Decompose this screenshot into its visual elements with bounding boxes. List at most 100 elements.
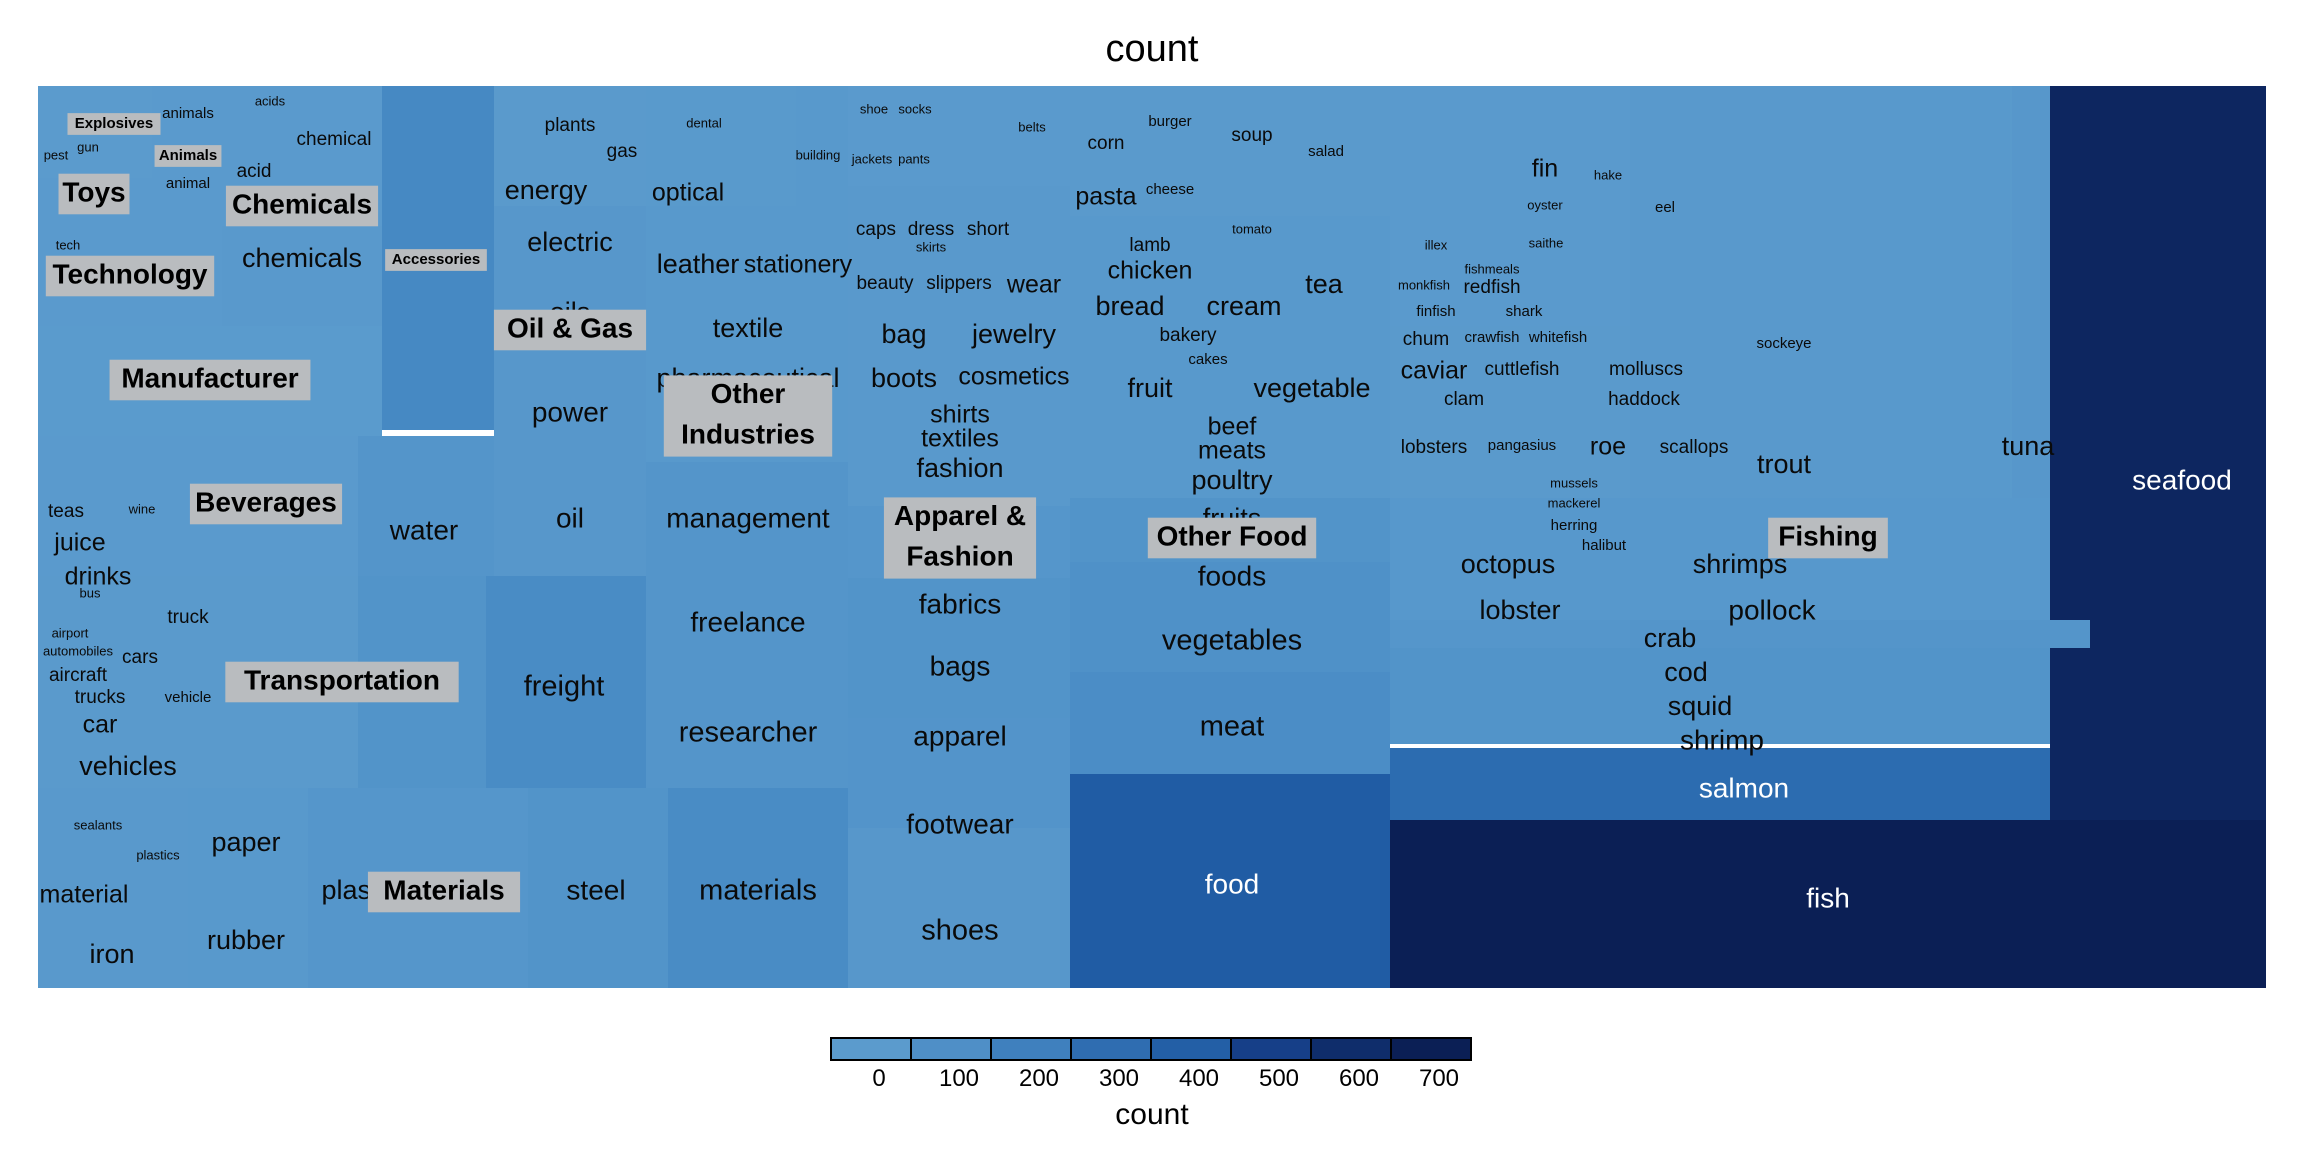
- tile-water-5: [358, 436, 494, 576]
- item-label-pangasius: pangasius: [1488, 437, 1556, 454]
- legend-tick-0: 0: [872, 1065, 885, 1092]
- legend-swatch-4: [1151, 1038, 1231, 1060]
- item-label-squid: squid: [1668, 691, 1733, 721]
- item-label-foods: foods: [1198, 560, 1267, 591]
- item-label-sockeye: sockeye: [1756, 335, 1811, 352]
- item-label-bag: bag: [881, 319, 926, 349]
- item-label-illex: illex: [1425, 237, 1448, 252]
- item-label-juice: juice: [53, 529, 105, 557]
- item-label-eel: eel: [1655, 199, 1675, 216]
- group-label-text-explosives: Explosives: [75, 115, 153, 132]
- item-label-caviar: caviar: [1401, 357, 1468, 385]
- legend-tick-600: 600: [1339, 1065, 1379, 1092]
- item-label-mussels: mussels: [1550, 475, 1598, 490]
- item-label-monkfish: monkfish: [1398, 277, 1450, 292]
- item-label-pest: pest: [44, 147, 69, 162]
- item-label-truck: truck: [167, 607, 209, 628]
- item-label-gas: gas: [607, 141, 638, 162]
- item-label-materials: materials: [699, 875, 817, 907]
- item-label-vegetable: vegetable: [1253, 373, 1370, 403]
- item-label-paper: paper: [211, 827, 280, 857]
- item-label-food: food: [1205, 868, 1260, 899]
- item-label-shoe: shoe: [860, 101, 888, 116]
- group-label-oil-gas: Oil & Gas: [494, 310, 646, 351]
- group-label-technology: Technology: [46, 256, 214, 297]
- legend-swatch-6: [1311, 1038, 1391, 1060]
- group-label-toys: Toys: [59, 174, 130, 215]
- item-label-acid: acid: [237, 161, 272, 182]
- legend-tick-500: 500: [1259, 1065, 1299, 1092]
- item-label-trout: trout: [1757, 449, 1812, 479]
- item-label-boots: boots: [871, 363, 937, 393]
- item-label-octopus: octopus: [1461, 549, 1556, 579]
- item-label-scallops: scallops: [1660, 437, 1729, 458]
- item-label-salmon: salmon: [1699, 772, 1789, 803]
- item-label-airport: airport: [52, 625, 89, 640]
- item-label-clam: clam: [1444, 389, 1484, 410]
- legend-swatch-2: [991, 1038, 1071, 1060]
- item-label-teas: teas: [48, 501, 84, 522]
- legend-tick-100: 100: [939, 1065, 979, 1092]
- item-label-wear: wear: [1006, 271, 1061, 299]
- group-label-text-accessories: Accessories: [392, 251, 480, 268]
- item-label-animals: animals: [162, 105, 214, 122]
- item-label-researcher: researcher: [679, 717, 818, 749]
- item-label-burger: burger: [1148, 113, 1191, 130]
- chart-title: count: [0, 28, 2304, 71]
- item-label-cod: cod: [1664, 657, 1708, 687]
- item-label-lobsters: lobsters: [1401, 437, 1468, 458]
- item-label-sealants: sealants: [74, 817, 123, 832]
- item-label-molluscs: molluscs: [1609, 359, 1683, 380]
- legend-swatch-1: [911, 1038, 991, 1060]
- item-label-bus: bus: [80, 585, 101, 600]
- group-label-text-oil-gas: Oil & Gas: [507, 312, 633, 343]
- group-label-explosives: Explosives: [68, 113, 161, 135]
- item-label-animal: animal: [166, 175, 210, 192]
- item-label-caps: caps: [856, 219, 896, 240]
- item-label-wine: wine: [128, 501, 156, 516]
- sub-tile-9: [1890, 86, 2010, 498]
- item-label-optical: optical: [652, 179, 724, 207]
- item-label-seafood: seafood: [2132, 464, 2232, 495]
- item-label-haddock: haddock: [1608, 389, 1680, 410]
- item-label-power: power: [532, 396, 608, 427]
- item-label-saithe: saithe: [1529, 235, 1564, 250]
- item-label-vehicles: vehicles: [79, 751, 177, 781]
- item-label-iron: iron: [89, 939, 134, 969]
- item-label-mackerel: mackerel: [1548, 495, 1601, 510]
- item-label-fishmeals: fishmeals: [1465, 261, 1520, 276]
- item-label-textile: textile: [713, 313, 784, 343]
- tile-seafood-33: [2050, 86, 2266, 820]
- item-label-car: car: [83, 711, 118, 739]
- item-label-shrimp: shrimp: [1680, 724, 1764, 755]
- group-label-materials: Materials: [368, 872, 520, 913]
- item-label-meat: meat: [1200, 711, 1264, 743]
- item-label-jewelry: jewelry: [971, 319, 1057, 349]
- item-label-halibut: halibut: [1582, 537, 1627, 554]
- group-label-transportation: Transportation: [225, 662, 458, 703]
- item-label-salad: salad: [1308, 143, 1344, 160]
- group-label-chemicals: Chemicals: [226, 186, 378, 227]
- item-label-chemical: chemical: [297, 129, 372, 150]
- legend-title: count: [1115, 1098, 1189, 1131]
- item-label-chum: chum: [1403, 329, 1449, 350]
- sub-tile-2: [222, 226, 382, 326]
- item-label-energy: energy: [505, 175, 588, 205]
- tile-paper-10: [188, 788, 308, 988]
- item-label-short: short: [967, 219, 1010, 240]
- item-label-rubber: rubber: [207, 925, 285, 955]
- item-label-bread: bread: [1095, 291, 1164, 321]
- item-label-cakes: cakes: [1188, 351, 1227, 368]
- item-label-pollock: pollock: [1728, 594, 1816, 625]
- group-label-fishing: Fishing: [1768, 518, 1888, 559]
- item-label-automobiles: automobiles: [43, 643, 114, 658]
- item-label-gun: gun: [77, 139, 99, 154]
- item-label-textiles: textiles: [921, 425, 999, 453]
- group-label-text-transportation: Transportation: [244, 664, 440, 695]
- item-label-freelance: freelance: [690, 606, 805, 637]
- item-label-fabrics: fabrics: [919, 588, 1001, 619]
- group-label-text-fishing: Fishing: [1778, 520, 1878, 551]
- item-label-shark: shark: [1506, 303, 1543, 320]
- item-label-acids: acids: [255, 93, 286, 108]
- item-label-electric: electric: [527, 227, 613, 257]
